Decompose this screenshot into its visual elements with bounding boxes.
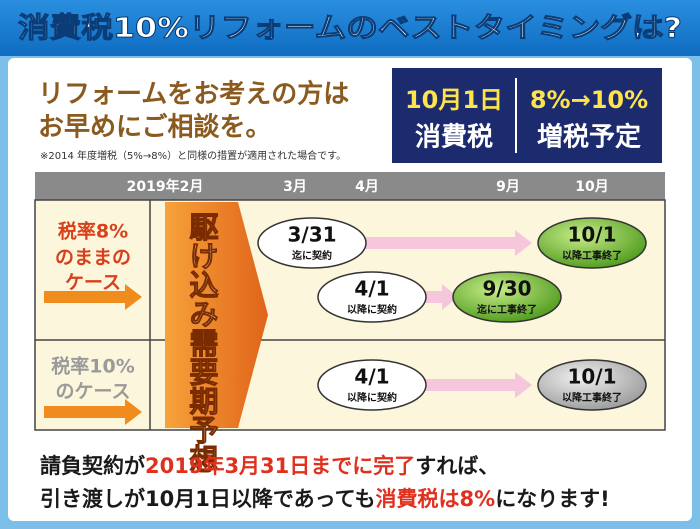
header-band <box>0 0 700 56</box>
footer-text: 引き渡しが10月1日以降であっても <box>40 487 376 511</box>
row-arrow <box>44 399 142 425</box>
pink-arrow <box>425 372 532 398</box>
banner <box>165 202 268 428</box>
node-date: 3/31 <box>287 223 336 247</box>
footer-text: になります! <box>495 487 610 511</box>
node-date: 9/30 <box>482 277 531 301</box>
notice-rate: 8%→10% <box>530 86 648 114</box>
node <box>537 359 647 411</box>
node <box>452 271 562 323</box>
month-label: 10月 <box>575 179 608 195</box>
notice-box <box>392 68 662 163</box>
footer-line: 請負契約が2019年3月31日までに完了すれば、 <box>40 454 499 478</box>
row-label: のままの <box>55 247 131 269</box>
month-label: 9月 <box>496 179 520 195</box>
footer-highlight: 2019年3月31日までに完了 <box>145 454 415 478</box>
node-date: 10/1 <box>567 223 616 247</box>
node-text: 以降工事終了 <box>562 391 622 404</box>
intro-line: お早めにご相談を。 <box>38 112 271 143</box>
row-arrow <box>44 284 142 310</box>
banner-text: 駆け込み需要期予想 <box>185 212 219 473</box>
month-label: 2019年2月 <box>127 178 204 195</box>
node <box>257 217 367 269</box>
notice-date-label: 消費税 <box>415 123 493 153</box>
title: 消費税10%リフォームのベストタイミングは? <box>18 11 682 44</box>
node <box>317 271 427 323</box>
footer-text: すれば、 <box>415 454 499 478</box>
node-date: 10/1 <box>567 365 616 389</box>
node-text: 以降工事終了 <box>562 249 622 262</box>
node-text: 迄に工事終了 <box>477 303 537 316</box>
row-label: のケース <box>55 381 130 403</box>
notice-rate-label: 増税予定 <box>537 122 641 153</box>
node <box>317 359 427 411</box>
footer-line: 引き渡しが10月1日以降であっても消費税は8%になります! <box>40 487 610 511</box>
footer-highlight: 消費税は8% <box>376 487 496 511</box>
pink-arrow <box>425 284 458 310</box>
node-text: 迄に契約 <box>292 249 332 262</box>
footer-text: 請負契約が <box>40 454 145 478</box>
notice-date: 10月1日 <box>405 86 503 114</box>
month-label: 3月 <box>283 179 307 195</box>
node <box>537 217 647 269</box>
node-date: 4/1 <box>354 277 389 301</box>
pink-arrow <box>365 230 532 256</box>
node-date: 4/1 <box>354 365 389 389</box>
row-label: ケース <box>65 272 121 294</box>
row-label: 税率10% <box>51 355 134 378</box>
timeline-bar <box>35 172 665 200</box>
node-text: 以降に契約 <box>347 391 397 404</box>
row-label: 税率8% <box>58 220 128 243</box>
note: ※2014 年度増税（5%→8%）と同様の措置が適用された場合です。 <box>40 149 346 162</box>
month-label: 4月 <box>355 179 379 195</box>
node-text: 以降に契約 <box>347 303 397 316</box>
intro-line: リフォームをお考えの方は <box>38 79 349 110</box>
